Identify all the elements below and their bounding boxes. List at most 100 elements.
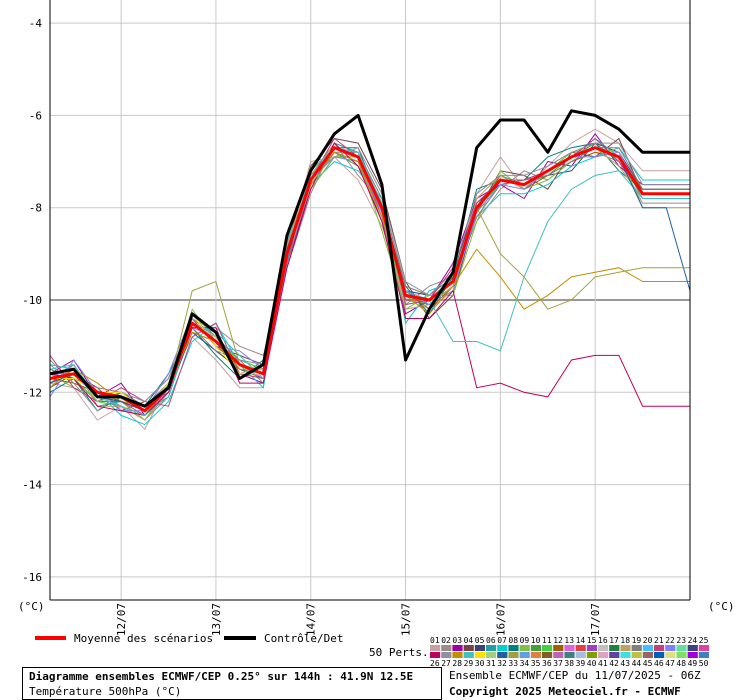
legend-pert-swatch: [687, 645, 698, 651]
legend-pert-number: 05: [475, 636, 485, 645]
legend-pert-swatch: [609, 645, 620, 651]
legend-pert-number: 02: [441, 636, 451, 645]
legend-pert-number: 07: [497, 636, 507, 645]
legend-pert-swatch: [441, 652, 452, 658]
legend-pert-swatch: [474, 645, 485, 651]
legend-pert-number: 10: [531, 636, 541, 645]
legend-control-label: Contrôle/Det: [264, 632, 343, 645]
legend-pert-swatch: [676, 645, 687, 651]
y-unit-right: (°C): [708, 600, 735, 613]
legend-pert-swatch: [665, 652, 676, 658]
legend-perts-label: 50 Perts.: [369, 646, 429, 659]
legend-pert-number: 16: [598, 636, 608, 645]
perturbation-line-29: [49, 147, 690, 416]
legend-pert-swatch: [575, 652, 586, 658]
copyright: Copyright 2025 Meteociel.fr - ECMWF: [449, 685, 681, 698]
y-tick-label: -14: [22, 479, 42, 492]
legend-pert-swatch: [620, 652, 631, 658]
x-tick-label: 12/07: [115, 603, 128, 636]
legend-pert-number: 27: [441, 659, 451, 668]
legend-pert-number: 41: [598, 659, 608, 668]
legend-pert-swatch: [564, 652, 575, 658]
legend-pert-number: 40: [587, 659, 597, 668]
legend-pert-swatch: [654, 652, 665, 658]
legend-pert-swatch: [486, 645, 497, 651]
legend-pert-swatch: [463, 645, 474, 651]
legend-pert-number: 13: [564, 636, 574, 645]
x-tick-label: 14/07: [305, 603, 318, 636]
main-lines: [49, 109, 690, 413]
legend-pert-swatch: [430, 652, 441, 658]
y-unit-left: (°C): [18, 600, 45, 613]
legend-pert-number: 48: [676, 659, 686, 668]
legend-pert-swatch: [497, 645, 508, 651]
y-tick-label: -16: [22, 571, 42, 584]
legend-pert-swatch: [474, 652, 485, 658]
legend-pert-number: 01: [430, 636, 440, 645]
legend-pert-swatch: [530, 652, 541, 658]
legend-pert-number: 06: [486, 636, 496, 645]
legend-pert-number: 32: [497, 659, 507, 668]
legend-pert-swatch: [519, 645, 530, 651]
legend-pert-swatch: [553, 645, 564, 651]
perturbation-line-27: [49, 142, 690, 412]
legend-pert-number: 17: [609, 636, 619, 645]
legend: Moyenne des scénarios Contrôle/Det 50 Pert…: [35, 632, 709, 668]
legend-pert-number: 36: [542, 659, 552, 668]
legend-pert-number: 37: [553, 659, 563, 668]
legend-pert-number: 22: [665, 636, 675, 645]
axes: -4 -6 -8 -10 -12 -14 -16 12/07 13/07 14/07 15/07 16…: [18, 0, 735, 636]
legend-pert-swatch: [676, 652, 687, 658]
legend-pert-number: 43: [620, 659, 630, 668]
legend-pert-swatch: [620, 645, 631, 651]
legend-pert-swatch: [564, 645, 575, 651]
y-tick-label: -10: [22, 294, 42, 307]
legend-pert-swatch: [631, 652, 642, 658]
y-tick-label: -8: [29, 202, 42, 215]
legend-pert-swatch: [452, 652, 463, 658]
legend-pert-swatch: [575, 645, 586, 651]
legend-pert-number: 34: [520, 659, 530, 668]
legend-pert-swatch: [609, 652, 620, 658]
chart-title-box: Diagramme ensembles ECMWF/CEP 0.25° sur …: [22, 667, 442, 700]
control-line: [49, 109, 690, 408]
x-tick-label: 15/07: [400, 603, 413, 636]
legend-pert-swatch: [441, 645, 452, 651]
legend-pert-swatch: [508, 645, 519, 651]
y-tick-label: -6: [29, 109, 42, 122]
legend-pert-swatch: [586, 645, 597, 651]
legend-pert-number: 50: [699, 659, 709, 668]
perturbation-line-19: [49, 147, 690, 407]
legend-pert-number: 12: [553, 636, 563, 645]
legend-pert-number: 25: [699, 636, 709, 645]
mean-line: [49, 146, 690, 413]
legend-pert-swatch: [598, 652, 609, 658]
legend-pert-swatch: [586, 652, 597, 658]
legend-pert-number: 11: [542, 636, 552, 645]
legend-pert-number: 33: [508, 659, 518, 668]
legend-pert-number: 39: [576, 659, 586, 668]
legend-pert-number: 08: [508, 636, 518, 645]
grid: [50, 0, 690, 600]
y-tick-label: -12: [22, 386, 42, 399]
legend-pert-swatch: [553, 652, 564, 658]
legend-pert-swatch: [698, 652, 709, 658]
legend-pert-swatch: [698, 645, 709, 651]
legend-pert-number: 30: [475, 659, 485, 668]
legend-pert-number: 38: [564, 659, 574, 668]
legend-pert-number: 15: [587, 636, 597, 645]
legend-pert-number: 31: [486, 659, 496, 668]
x-tick-label: 13/07: [210, 603, 223, 636]
legend-pert-number: 21: [654, 636, 664, 645]
legend-pert-number: 29: [464, 659, 474, 668]
legend-pert-swatch: [452, 645, 463, 651]
legend-pert-number: 09: [520, 636, 530, 645]
legend-pert-number: 26: [430, 659, 440, 668]
legend-pert-swatch: [631, 645, 642, 651]
x-tick-label: 16/07: [494, 603, 507, 636]
legend-pert-number: 49: [688, 659, 698, 668]
legend-pert-number: 28: [452, 659, 462, 668]
legend-pert-number: 19: [632, 636, 642, 645]
legend-pert-number: 44: [632, 659, 642, 668]
